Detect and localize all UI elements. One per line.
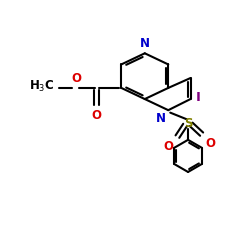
Text: N: N xyxy=(140,37,150,50)
Text: O: O xyxy=(92,109,102,122)
Text: O: O xyxy=(163,140,173,153)
Text: O: O xyxy=(72,72,82,85)
Text: N: N xyxy=(156,112,166,125)
Text: I: I xyxy=(196,91,201,104)
Text: O: O xyxy=(205,136,215,149)
Text: S: S xyxy=(184,117,192,130)
Text: H$_3$C: H$_3$C xyxy=(29,79,54,94)
